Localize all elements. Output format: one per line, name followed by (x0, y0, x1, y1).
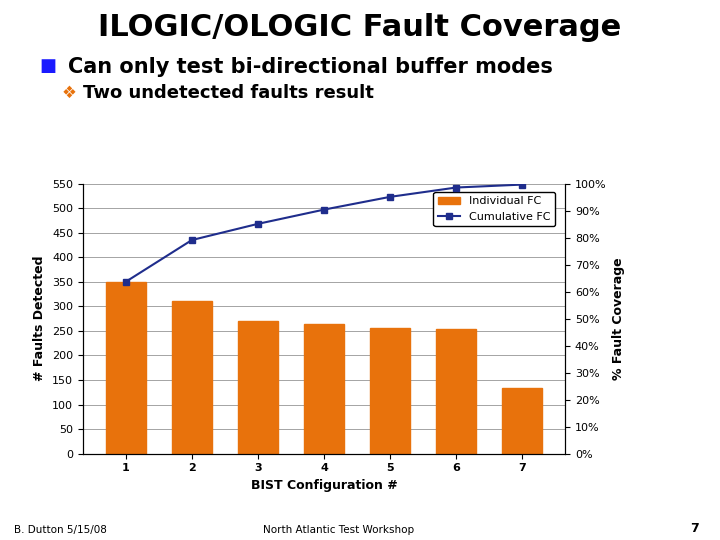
Text: ❖: ❖ (61, 84, 76, 102)
Text: ■: ■ (40, 57, 57, 75)
Text: 7: 7 (690, 522, 698, 535)
Bar (106, 282, 145, 454)
Bar (503, 388, 542, 454)
Bar (238, 321, 278, 454)
Y-axis label: % Fault Coverage: % Fault Coverage (612, 257, 625, 380)
Bar (172, 301, 212, 454)
Bar (436, 329, 476, 454)
Text: North Atlantic Test Workshop: North Atlantic Test Workshop (263, 524, 414, 535)
Bar (304, 323, 344, 454)
Legend: Individual FC, Cumulative FC: Individual FC, Cumulative FC (433, 192, 555, 226)
Text: Two undetected faults result: Two undetected faults result (83, 84, 374, 102)
Bar (370, 328, 410, 454)
Text: Can only test bi-directional buffer modes: Can only test bi-directional buffer mode… (68, 57, 553, 77)
Text: B. Dutton 5/15/08: B. Dutton 5/15/08 (14, 524, 107, 535)
X-axis label: BIST Configuration #: BIST Configuration # (251, 479, 397, 492)
Text: ILOGIC/OLOGIC Fault Coverage: ILOGIC/OLOGIC Fault Coverage (99, 14, 621, 43)
Y-axis label: # Faults Detected: # Faults Detected (33, 256, 46, 381)
